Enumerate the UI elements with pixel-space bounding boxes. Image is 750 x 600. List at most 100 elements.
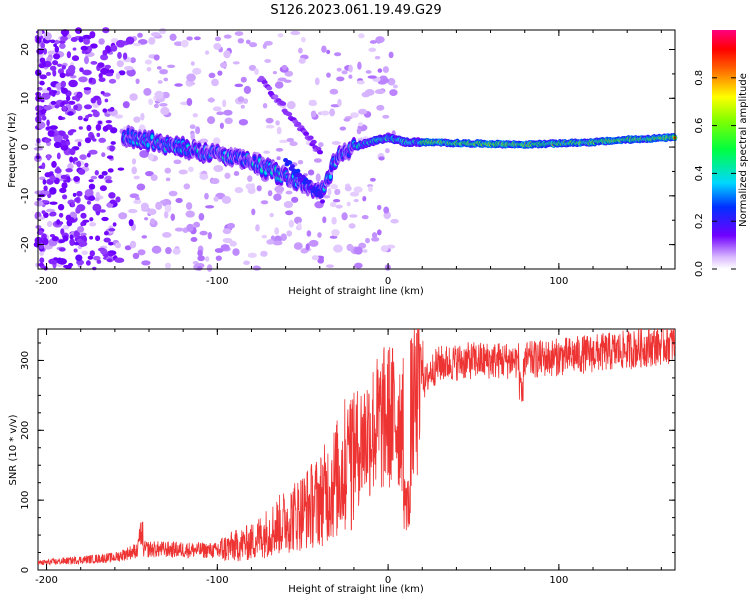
heatmap-cell bbox=[232, 248, 240, 256]
heatmap-cell bbox=[129, 240, 137, 249]
heatmap-cell bbox=[52, 60, 59, 66]
heatmap-cell bbox=[298, 47, 303, 54]
heatmap-cell bbox=[36, 197, 42, 201]
heatmap-cell bbox=[39, 250, 44, 256]
heatmap-cell bbox=[211, 178, 220, 185]
heatmap-cell bbox=[85, 260, 91, 266]
heatmap-cell bbox=[58, 212, 64, 218]
heatmap-cell bbox=[317, 190, 323, 195]
colorbar-tick-label: 0.2 bbox=[694, 213, 705, 229]
heatmap-cell bbox=[102, 92, 111, 97]
heatmap-cell bbox=[361, 214, 369, 220]
heatmap-cell bbox=[110, 141, 116, 145]
heatmap-cell bbox=[368, 47, 377, 53]
heatmap-cell bbox=[128, 208, 135, 213]
heatmap-cell bbox=[52, 69, 57, 77]
heatmap-cell bbox=[104, 64, 112, 69]
heatmap-cell bbox=[285, 190, 293, 195]
heatmap-cell bbox=[165, 177, 171, 182]
heatmap-cell bbox=[96, 259, 102, 264]
heatmap-cell bbox=[34, 200, 44, 207]
heatmap-cell bbox=[269, 212, 274, 218]
y-tick-label: 20 bbox=[20, 43, 31, 56]
heatmap-cell bbox=[43, 266, 48, 271]
heatmap-cell bbox=[65, 95, 71, 102]
heatmap-cell bbox=[199, 230, 208, 236]
heatmap-cell bbox=[387, 77, 396, 86]
heatmap-cell bbox=[109, 199, 117, 205]
heatmap-cell bbox=[247, 252, 257, 258]
heatmap-cell bbox=[153, 103, 159, 109]
heatmap-cell bbox=[308, 101, 318, 107]
heatmap-cell bbox=[329, 108, 335, 117]
heatmap-cell bbox=[197, 144, 201, 148]
snr-series-line bbox=[38, 329, 675, 566]
heatmap-cell bbox=[389, 89, 398, 97]
heatmap-cell bbox=[58, 247, 66, 252]
heatmap-cell bbox=[164, 204, 172, 213]
heatmap-cell bbox=[87, 255, 94, 260]
heatmap-cell bbox=[369, 177, 376, 182]
heatmap-cell bbox=[341, 212, 348, 221]
heatmap-cell bbox=[160, 200, 167, 204]
heatmap-cell bbox=[67, 163, 74, 170]
spectrogram-y-label: Frequency (Hz) bbox=[7, 112, 18, 188]
heatmap-cell bbox=[41, 210, 46, 214]
heatmap-cell bbox=[213, 196, 219, 202]
heatmap-cell bbox=[80, 212, 87, 219]
heatmap-cell bbox=[376, 229, 382, 236]
heatmap-cell bbox=[71, 55, 80, 62]
heatmap-cell bbox=[311, 255, 319, 261]
heatmap-cell bbox=[353, 198, 359, 203]
heatmap-cell bbox=[325, 264, 334, 268]
heatmap-cell bbox=[189, 124, 196, 129]
heatmap-cell bbox=[67, 111, 74, 116]
heatmap-cell bbox=[297, 222, 302, 229]
heatmap-cell bbox=[327, 187, 332, 196]
heatmap-cell bbox=[99, 185, 107, 192]
heatmap-cell bbox=[198, 212, 205, 221]
heatmap-cell bbox=[77, 141, 82, 147]
heatmap-cell bbox=[37, 29, 43, 37]
heatmap-cell bbox=[185, 202, 193, 210]
heatmap-cell bbox=[224, 117, 233, 125]
heatmap-cell bbox=[243, 85, 252, 94]
heatmap-cell bbox=[92, 203, 102, 212]
heatmap-cell bbox=[283, 201, 293, 209]
heatmap-cell bbox=[143, 87, 152, 96]
heatmap-cell bbox=[314, 77, 320, 86]
heatmap-cell bbox=[326, 72, 331, 78]
heatmap-cell bbox=[261, 234, 268, 239]
heatmap-cell bbox=[71, 96, 77, 101]
heatmap-cell bbox=[78, 126, 83, 130]
heatmap-cell bbox=[286, 137, 294, 143]
heatmap-cell bbox=[337, 98, 342, 107]
heatmap-cell bbox=[124, 245, 132, 251]
heatmap-cell bbox=[89, 31, 96, 39]
x-tick-label: 0 bbox=[385, 276, 391, 287]
heatmap-cell bbox=[136, 183, 146, 191]
heatmap-cell bbox=[69, 234, 74, 240]
heatmap-cell bbox=[285, 210, 294, 216]
heatmap-cell bbox=[289, 141, 298, 147]
heatmap-cell bbox=[376, 204, 382, 211]
heatmap-cell bbox=[186, 223, 194, 232]
heatmap-cell bbox=[112, 222, 117, 227]
heatmap-cell bbox=[237, 96, 245, 103]
heatmap-cell bbox=[39, 257, 45, 264]
heatmap-cell bbox=[132, 252, 140, 260]
heatmap-cell bbox=[388, 51, 394, 59]
y-tick-label: 0 bbox=[20, 567, 31, 573]
heatmap-cell bbox=[380, 245, 389, 253]
heatmap-cell bbox=[83, 87, 92, 91]
heatmap-cell bbox=[56, 257, 63, 264]
heatmap-cell bbox=[110, 37, 119, 44]
heatmap-cell bbox=[295, 121, 302, 127]
heatmap-cell bbox=[69, 148, 76, 156]
heatmap-cell bbox=[365, 70, 372, 74]
heatmap-cell bbox=[55, 83, 62, 89]
heatmap-cell bbox=[276, 156, 281, 161]
spectrogram-y-ticks: -20 -10 0 10 20 bbox=[20, 43, 675, 270]
heatmap-cell bbox=[73, 248, 78, 253]
